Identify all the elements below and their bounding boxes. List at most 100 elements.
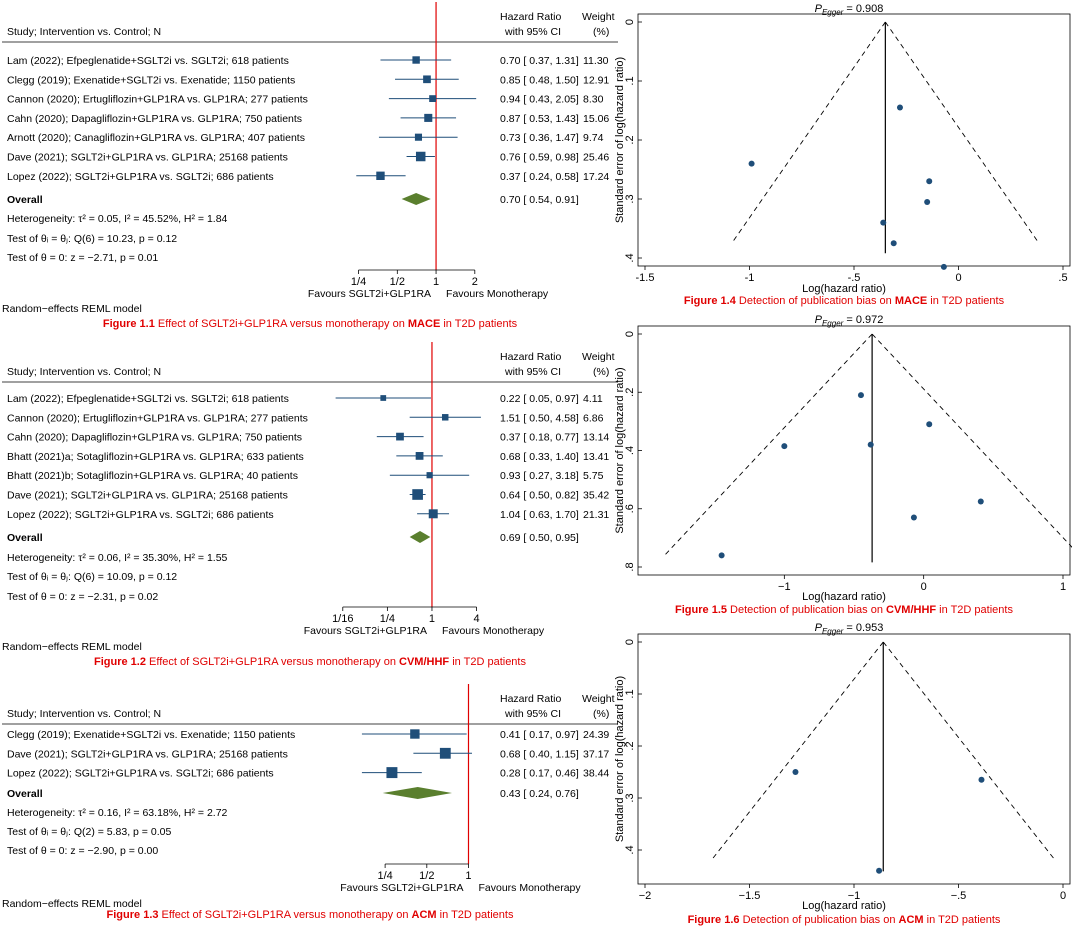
x-tick-label: 1/4 [377,870,392,882]
study-label: Dave (2021); SGLT2i+GLP1RA vs. GLP1RA; 2… [7,490,288,502]
y-axis-label: Standard error of log(hazard ratio) [614,367,626,533]
study-hr-ci: 0.41 [ 0.17, 0.97] [500,729,579,741]
study-row: Lopez (2022); SGLT2i+GLP1RA vs. SGLT2i; … [7,509,609,521]
x-tick-label: .5 [1058,272,1067,284]
study-weight: 13.14 [583,432,609,444]
study-row: Dave (2021); SGLT2i+GLP1RA vs. GLP1RA; 2… [7,489,609,502]
egger-p-value: = 0.908 [843,3,883,15]
caption-figure-number: Figure 1.3 [107,909,159,921]
figure-caption: Figure 1.1 Effect of SGLT2i+GLP1RA versu… [103,318,518,330]
egger-p-value: = 0.972 [843,314,883,326]
header-hazard-ratio: Hazard Ratio [500,351,561,363]
study-point [910,514,917,521]
funnel-left-limit [711,641,884,860]
study-point [978,776,985,783]
study-hr-ci: 0.94 [ 0.43, 2.05] [500,94,579,106]
egger-p-title: PEgger = 0.972 [815,314,884,328]
forest-x-axis: 1/4 1/2 1 2 [351,269,478,288]
study-row: Lam (2022); Efpeglenatide+SGLT2i vs. SGL… [7,393,603,405]
caption-text: Effect of SGLT2i+GLP1RA versus monothera… [146,656,399,668]
figure-caption: Figure 1.6 Detection of publication bias… [688,914,1001,926]
study-label: Cannon (2020); Ertugliflozin+GLP1RA vs. … [7,94,308,106]
y-tick-label: .4 [624,253,636,262]
study-hr-ci: 0.37 [ 0.24, 0.58] [500,171,579,183]
study-marker [380,395,387,401]
study-row: Cahn (2020); Dapagliflozin+GLP1RA vs. GL… [7,113,609,125]
plot-frame [637,633,1071,885]
caption-outcome: ACM [412,909,437,921]
caption-outcome: ACM [899,914,924,926]
study-label: Lopez (2022); SGLT2i+GLP1RA vs. SGLT2i; … [7,171,274,183]
x-tick-label: -1 [745,272,755,284]
study-weight: 12.91 [583,74,609,86]
egger-p-value: = 0.953 [843,622,883,634]
y-tick-label: .4 [624,446,636,455]
figure-caption: Figure 1.2 Effect of SGLT2i+GLP1RA versu… [94,656,526,668]
x-axis-label: Log(hazard ratio) [802,900,886,912]
egger-p-subscript: Egger [822,8,844,17]
study-weight: 17.24 [583,171,609,183]
funnel-right-limit [882,641,1056,860]
study-marker [423,75,431,84]
egger-p-symbol: P [815,622,823,634]
caption-text: Effect of SGLT2i+GLP1RA versus monothera… [159,909,412,921]
x-tick-label: 0 [1060,890,1066,902]
study-hr-ci: 0.68 [ 0.33, 1.40] [500,451,579,463]
caption-figure-number: Figure 1.2 [94,656,146,668]
x-tick-label: 4 [473,613,479,625]
forest-plot-fig12: Hazard Ratio with 95% CI Weight (%) Study; I… [2,342,618,668]
overall-diamond [401,193,431,205]
study-hr-ci: 0.76 [ 0.59, 0.98] [500,152,579,164]
caption-outcome: CVM/HHF [886,604,936,616]
study-weight: 37.17 [583,748,609,760]
study-label: Lopez (2022); SGLT2i+GLP1RA vs. SGLT2i; … [7,768,274,780]
study-point [857,392,864,399]
study-point [867,441,874,448]
study-point [940,263,947,270]
study-row: Lopez (2022); SGLT2i+GLP1RA vs. SGLT2i; … [7,767,609,780]
x-tick-label: 1/16 [332,613,353,625]
study-row: Dave (2021); SGLT2i+GLP1RA vs. GLP1RA; 2… [7,152,609,164]
study-hr-ci: 0.28 [ 0.17, 0.46] [500,768,579,780]
study-row: Cannon (2020); Ertugliflozin+GLP1RA vs. … [7,412,604,424]
funnel-y-axis: 0 .1 .2 .3 .4 [624,19,642,263]
caption-text: Effect of SGLT2i+GLP1RA versus monothera… [155,318,408,330]
heterogeneity-text: Heterogeneity: τ² = 0.05, I² = 45.52%, H… [7,213,228,225]
overall-hr-ci: 0.69 [ 0.50, 0.95] [500,532,579,544]
y-tick-label: 0 [624,639,636,645]
model-note: Random−effects REML model [2,641,142,653]
caption-suffix: in T2D patients [440,318,517,330]
study-marker [429,95,436,103]
x-tick-label: −.5 [951,890,967,902]
funnel-plot-fig15: PEgger = 0.972 0 .2 .4 .6 .8 Standard error of… [614,314,1072,616]
header-study: Study; Intervention vs. Control; N [7,26,161,38]
y-tick-label: .3 [624,194,636,203]
overall-effect-test: Test of θ = 0: z = −2.90, p = 0.00 [7,845,158,857]
study-point [926,178,933,185]
plot-frame [637,13,1071,267]
overall-hr-ci: 0.43 [ 0.24, 0.76] [500,788,579,800]
overall-label: Overall [7,788,43,800]
header-weight-unit: (%) [593,26,609,38]
study-hr-ci: 0.64 [ 0.50, 0.82] [500,490,579,502]
y-tick-label: .4 [624,845,636,854]
study-hr-ci: 0.68 [ 0.40, 1.15] [500,748,579,760]
study-weight: 35.42 [583,490,609,502]
caption-suffix: in T2D patients [927,295,1004,307]
funnel-y-axis: 0 .1 .2 .3 .4 [624,639,642,855]
x-tick-label: −1 [848,890,861,902]
study-point [781,443,788,450]
favours-left: Favours SGLT2i+GLP1RA [304,625,427,637]
header-weight: Weight [582,351,615,363]
homogeneity-test: Test of θᵢ = θⱼ: Q(2) = 5.83, p = 0.05 [7,826,171,838]
study-hr-ci: 0.37 [ 0.18, 0.77] [500,432,579,444]
figure-caption: Figure 1.4 Detection of publication bias… [684,295,1005,307]
study-marker [376,171,385,180]
caption-figure-number: Figure 1.6 [688,914,740,926]
x-tick-label: 2 [472,276,478,288]
study-label: Dave (2021); SGLT2i+GLP1RA vs. GLP1RA; 2… [7,152,288,164]
x-tick-label: 1 [1060,581,1066,593]
funnel-plot-fig14: PEgger = 0.908 0 .1 .2 .3 .4 Standard error of… [614,3,1071,307]
study-marker [439,747,451,759]
